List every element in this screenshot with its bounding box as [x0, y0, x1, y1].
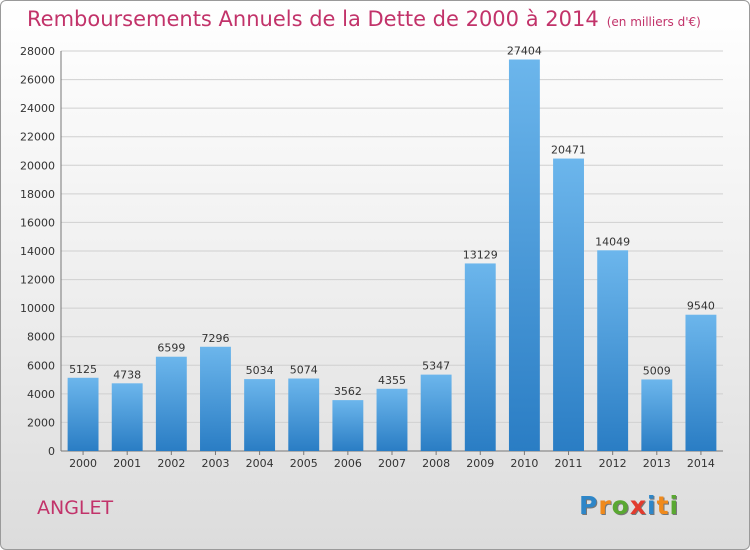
y-tick-label: 12000 [20, 274, 55, 287]
y-tick-label: 22000 [20, 131, 55, 144]
bar [67, 377, 99, 451]
y-tick-label: 14000 [20, 245, 55, 258]
y-tick-label: 26000 [20, 74, 55, 87]
logo-letter: i [647, 491, 657, 520]
data-label: 5125 [69, 363, 97, 376]
y-tick-label: 0 [48, 445, 55, 458]
x-tick-label: 2006 [334, 457, 362, 470]
y-tick-label: 6000 [27, 359, 55, 372]
data-label: 7296 [201, 332, 229, 345]
bar [111, 383, 143, 451]
data-label: 3562 [334, 385, 362, 398]
x-tick-label: 2004 [246, 457, 274, 470]
logo-letter: x [629, 491, 647, 520]
bar [553, 158, 584, 452]
bar [376, 388, 408, 451]
y-tick-label: 28000 [20, 45, 55, 58]
x-tick-label: 2003 [201, 457, 229, 470]
data-labels: 5125 4738 6599 7296 5034 5074 3562 4355 5347 1312… [69, 45, 715, 399]
x-tick-label: 2007 [378, 457, 406, 470]
data-label: 4738 [113, 368, 141, 381]
x-tick-label: 2013 [643, 457, 671, 470]
bars [67, 59, 717, 452]
proxiti-logo: Proxiti [579, 491, 679, 520]
chart-subtitle: (en milliers d'€) [606, 15, 701, 29]
x-tick-label: 2005 [290, 457, 318, 470]
y-tick-label: 24000 [20, 102, 55, 115]
bar [641, 379, 673, 451]
location-label: ANGLET [37, 497, 114, 519]
bar [200, 346, 231, 451]
y-tick-label: 10000 [20, 302, 55, 315]
y-tick-label: 18000 [20, 188, 55, 201]
bar [288, 378, 320, 451]
bar [685, 314, 717, 451]
bar [155, 356, 187, 451]
bar [597, 250, 629, 451]
logo-letter: o [611, 491, 630, 520]
chart-title-text: Remboursements Annuels de la Dette de 20… [27, 7, 599, 31]
x-tick-label: 2001 [113, 457, 141, 470]
logo-letter: P [579, 491, 599, 520]
bar [332, 400, 364, 451]
chart-title: Remboursements Annuels de la Dette de 20… [27, 7, 701, 31]
y-tick-label: 16000 [20, 216, 55, 229]
data-label: 5009 [643, 364, 671, 377]
logo-letter: r [598, 491, 612, 520]
y-tick-label: 8000 [27, 331, 55, 344]
y-tick-label: 20000 [20, 159, 55, 172]
logo-letter: t [656, 491, 670, 520]
bar [508, 59, 540, 452]
data-label: 20471 [551, 144, 586, 157]
x-tick-label: 2012 [599, 457, 627, 470]
data-label: 5347 [422, 360, 450, 373]
bar [464, 263, 496, 451]
data-label: 6599 [157, 342, 185, 355]
x-tick-label: 2010 [510, 457, 538, 470]
x-tick-label: 2002 [157, 457, 185, 470]
data-label: 5034 [246, 364, 274, 377]
data-label: 5074 [290, 364, 318, 377]
logo-letter: i [669, 491, 680, 520]
x-tick-label: 2011 [555, 457, 583, 470]
data-label: 13129 [463, 248, 498, 261]
x-tick-label: 2014 [687, 457, 715, 470]
data-label: 27404 [507, 45, 542, 58]
data-label: 4355 [378, 374, 406, 387]
x-tick-label: 2008 [422, 457, 450, 470]
bar [244, 379, 276, 451]
data-label: 9540 [687, 300, 715, 313]
y-tick-label: 4000 [27, 388, 55, 401]
bar [420, 374, 452, 451]
x-tick-label: 2009 [466, 457, 494, 470]
data-label: 14049 [595, 235, 630, 248]
x-tick-label: 2000 [69, 457, 97, 470]
y-tick-label: 2000 [27, 416, 55, 429]
